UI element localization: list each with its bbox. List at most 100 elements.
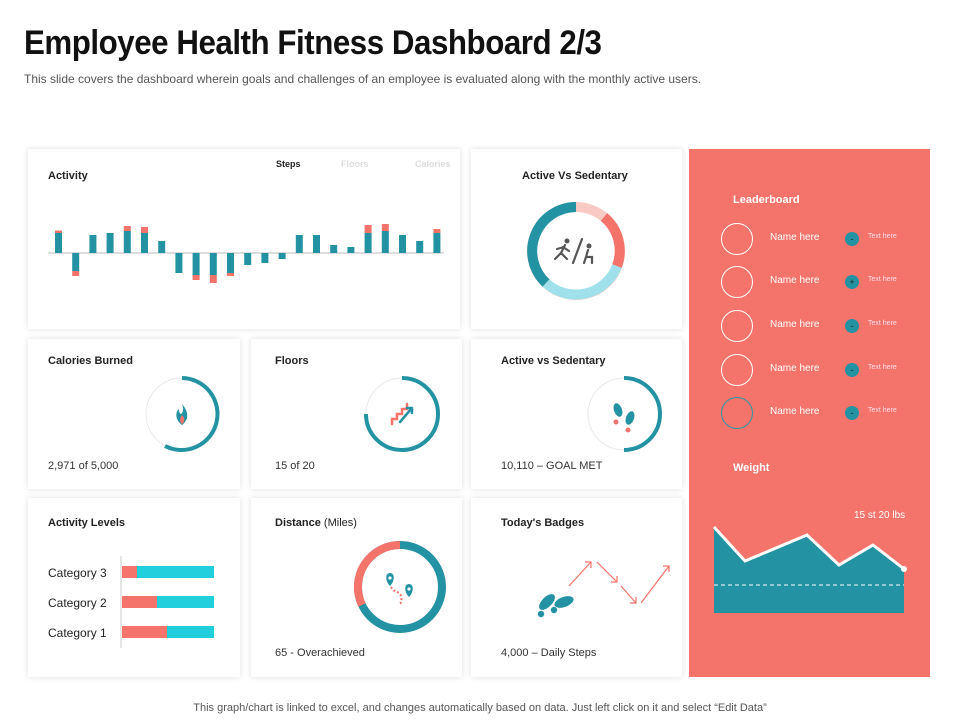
- donut-segment-teal: [527, 202, 577, 287]
- leaderboard-text: Text here: [868, 233, 897, 240]
- leaderboard-text: Text here: [868, 320, 897, 327]
- stairs-icon: [390, 402, 414, 426]
- calories-title: Calories Burned: [48, 355, 133, 367]
- activity-bar: [192, 253, 200, 275]
- activity-levels-title: Activity Levels: [48, 517, 126, 529]
- activity-bar: [89, 235, 97, 253]
- activity-bar: [106, 233, 114, 253]
- minus-icon: -: [845, 232, 859, 246]
- activity-bar: [158, 241, 166, 253]
- weight-title: Weight: [733, 462, 770, 474]
- avatar: [721, 310, 753, 342]
- activity-bar-extra: [192, 275, 200, 280]
- footer-note: This graph/chart is linked to excel, and…: [193, 702, 767, 714]
- floors-card: Floors 15 of 20: [251, 339, 462, 489]
- level-bar-coral: [122, 626, 167, 638]
- activity-title: Activity: [48, 170, 88, 182]
- activity-bar-extra: [72, 271, 80, 276]
- badges-value: 4,000 – Daily Steps: [501, 647, 597, 659]
- minus-icon: -: [845, 363, 859, 377]
- leaderboard-entry[interactable]: Name here - Text here: [721, 223, 921, 257]
- minus-icon: -: [845, 319, 859, 333]
- activity-bar-extra: [364, 225, 372, 233]
- leaderboard-name: Name here: [770, 363, 820, 374]
- activity-bar: [244, 253, 252, 265]
- leaderboard-text: Text here: [868, 276, 897, 283]
- distance-donut: [354, 540, 446, 633]
- activity-bar: [347, 247, 355, 253]
- level-bar-cyan: [157, 596, 214, 608]
- activity-bar-extra: [433, 229, 441, 233]
- weight-area: [714, 527, 904, 613]
- level-bar-cyan: [167, 626, 214, 638]
- leaderboard-name: Name here: [770, 232, 820, 243]
- badges-trend-graphic: [537, 561, 670, 618]
- floors-title: Floors: [275, 355, 309, 367]
- donut-segment-light: [542, 264, 622, 300]
- donut-segment-coral: [600, 213, 625, 268]
- distance-title-text: Distance: [275, 517, 321, 529]
- weight-area-chart: [712, 525, 907, 613]
- weight-line: [712, 525, 905, 571]
- floors-progress-ring: [364, 376, 440, 452]
- level-bar-cyan: [137, 566, 214, 578]
- activity-bar: [381, 231, 389, 253]
- active-sedentary-value: 10,110 – GOAL MET: [501, 460, 603, 472]
- avatar: [721, 354, 753, 386]
- activity-bar-extra: [123, 226, 131, 231]
- active-sedentary-steps-card: Active vs Sedentary 10,110 – GOAL MET: [471, 339, 682, 489]
- activity-bar: [55, 233, 62, 253]
- activity-bar-extra: [55, 230, 62, 233]
- plus-icon: +: [845, 275, 859, 289]
- leaderboard-entry[interactable]: Name here - Text here: [721, 354, 921, 388]
- active-vs-sedentary-donut: [527, 202, 625, 300]
- leaderboard-text: Text here: [868, 407, 897, 414]
- route-pin-icon: [386, 573, 413, 605]
- leaderboard-title: Leaderboard: [733, 194, 800, 206]
- active-vs-sedentary-card: Active Vs Sedentary: [471, 149, 682, 329]
- leaderboard-entry[interactable]: Name here - Text here: [721, 397, 921, 431]
- calories-progress-ring: [145, 376, 220, 452]
- leaderboard-entry[interactable]: Name here - Text here: [721, 310, 921, 344]
- badges-card: Today's Badges 4,000 – Daily Steps: [471, 498, 682, 677]
- activity-bar: [278, 253, 286, 259]
- activity-bar-extra: [381, 224, 389, 231]
- tab-steps[interactable]: Steps: [276, 159, 301, 169]
- leaderboard-name: Name here: [770, 275, 820, 286]
- activity-bar: [261, 253, 269, 263]
- activity-bar: [330, 245, 338, 253]
- activity-bar-extra: [209, 275, 217, 283]
- activity-levels-card: Activity Levels Category 3 Category 2 Ca…: [28, 498, 240, 677]
- tab-calories[interactable]: Calories: [415, 159, 451, 169]
- footsteps-icon: [537, 594, 574, 618]
- tab-floors[interactable]: Floors: [341, 159, 369, 169]
- badges-title: Today's Badges: [501, 517, 585, 529]
- activity-bar: [295, 235, 303, 253]
- flame-icon: [176, 404, 188, 425]
- distance-unit: (Miles): [323, 517, 357, 529]
- activity-bar: [175, 253, 183, 273]
- category-3-label: Category 3: [48, 566, 107, 580]
- active-sedentary-progress-ring: [587, 376, 662, 452]
- category-2-label: Category 2: [48, 596, 107, 610]
- page-title: Employee Health Fitness Dashboard 2/3: [24, 24, 602, 62]
- activity-bar: [399, 235, 406, 253]
- distance-value: 65 - Overachieved: [275, 647, 365, 659]
- minus-icon: -: [845, 406, 859, 420]
- calories-card: Calories Burned 2,971 of 5,000: [28, 339, 240, 489]
- category-1-label: Category 1: [48, 626, 107, 640]
- level-bar-coral: [122, 596, 157, 608]
- active-sedentary-steps-title: Active vs Sedentary: [501, 355, 606, 367]
- leaderboard-text: Text here: [868, 364, 897, 371]
- leaderboard-entry[interactable]: Name here + Text here: [721, 266, 921, 300]
- weight-end-point: [901, 566, 907, 572]
- leaderboard-name: Name here: [770, 406, 820, 417]
- distance-title: Distance (Miles): [275, 517, 357, 529]
- avatar: [721, 397, 753, 429]
- activity-levels-bar-chart: [120, 556, 214, 648]
- leaderboard-name: Name here: [770, 319, 820, 330]
- weight-value: 15 st 20 lbs: [854, 510, 906, 521]
- active-vs-sedentary-title: Active Vs Sedentary: [522, 170, 628, 182]
- activity-bar-extra: [227, 273, 234, 276]
- avatar: [721, 266, 753, 298]
